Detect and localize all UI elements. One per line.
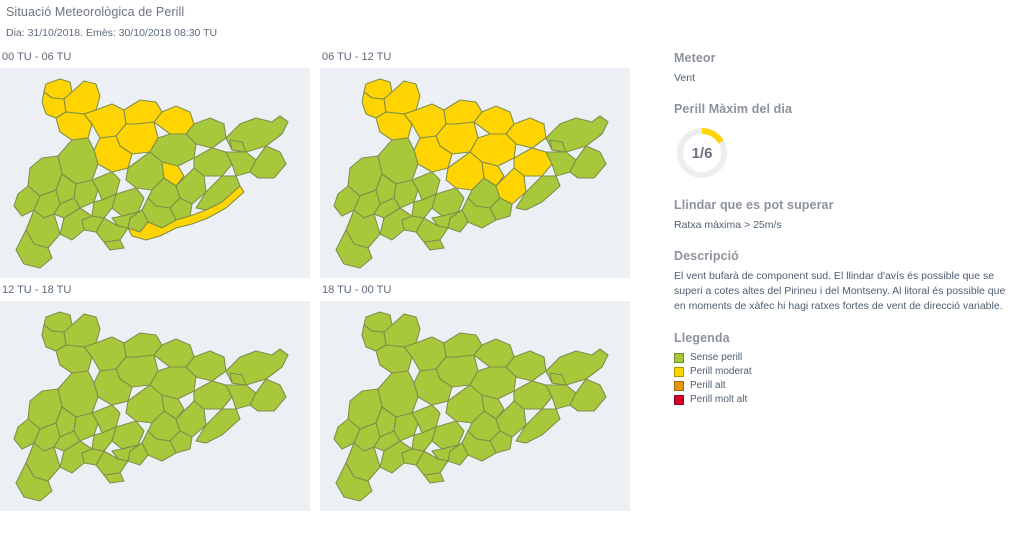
map-region-montsia: [336, 463, 372, 501]
map-region-maresme: [516, 409, 560, 443]
map-region-baix-emporda: [250, 379, 286, 411]
map-region-baix-penedes: [104, 473, 124, 483]
legend-swatch: [674, 353, 684, 363]
map-region-alt-penedes: [112, 210, 142, 228]
legend-row: Perill molt alt: [674, 394, 1014, 406]
threshold-block: Llindar que es pot superar Ratxa màxima …: [674, 197, 1014, 232]
meteor-heading: Meteor: [674, 51, 716, 65]
legend-row: Sense perill: [674, 352, 1014, 364]
map-region-maresme: [516, 176, 560, 210]
map-region-baix-penedes: [424, 473, 444, 483]
map-region-maresme: [196, 409, 240, 443]
map-canvas-18-00[interactable]: [320, 301, 630, 511]
map-region-terra-alta: [334, 186, 360, 216]
map-region-pla-estany: [230, 373, 246, 385]
map-region-terra-alta: [334, 419, 360, 449]
map-region-baix-emporda: [570, 379, 606, 411]
map-region-baix-penedes: [424, 240, 444, 250]
map-region-pla-estany: [550, 373, 566, 385]
map-region-baix-emporda: [250, 146, 286, 178]
legend-list: Sense perill Perill moderat Perill alt Peri…: [674, 352, 1014, 406]
threshold-heading: Llindar que es pot superar: [674, 198, 834, 212]
map-canvas-06-12[interactable]: [320, 68, 630, 278]
threshold-value: Ratxa màxima > 25m/s: [674, 219, 782, 231]
legend-label: Perill alt: [690, 380, 726, 391]
map-region-terra-alta: [14, 419, 40, 449]
map-panel-label: 18 TU - 00 TU: [322, 284, 392, 296]
map-panel-00-06: 00 TU - 06 TU: [0, 50, 310, 278]
legend-swatch: [674, 367, 684, 377]
page-title: Situació Meteorològica de Perill: [6, 5, 185, 19]
legend-label: Perill molt alt: [690, 394, 748, 405]
meteor-value: Vent: [674, 72, 696, 84]
catalonia-map-12-18: [0, 301, 310, 511]
map-region-baix-emporda: [570, 146, 606, 178]
meteor-block: Meteor Vent: [674, 50, 1014, 85]
legend-swatch: [674, 381, 684, 391]
map-region-montsia: [16, 230, 52, 268]
map-canvas-00-06[interactable]: [0, 68, 310, 278]
max-danger-heading: Perill Màxim del dia: [674, 102, 793, 116]
map-region-pla-estany: [230, 140, 246, 152]
description-text: El vent bufarà de component sud. El llin…: [674, 270, 1006, 312]
page-subtitle: Dia: 31/10/2018. Emès: 30/10/2018 08:30 …: [6, 27, 218, 39]
map-canvas-12-18[interactable]: [0, 301, 310, 511]
max-danger-value: 1/6: [691, 144, 713, 162]
legend-block: Llegenda Sense perill Perill moderat Peril…: [674, 330, 1014, 406]
gauge-ring-icon: [677, 128, 727, 178]
catalonia-map-06-12: [320, 68, 630, 278]
legend-row: Perill alt: [674, 380, 1014, 392]
legend-swatch: [674, 395, 684, 405]
map-panel-label: 12 TU - 18 TU: [2, 284, 72, 296]
map-region-alt-penedes: [112, 443, 142, 461]
map-region-montsia: [16, 463, 52, 501]
map-region-baix-penedes: [104, 240, 124, 250]
map-panel-label: 06 TU - 12 TU: [322, 51, 392, 63]
map-region-alt-penedes: [432, 210, 462, 228]
map-region-montsia: [336, 230, 372, 268]
legend-heading: Llegenda: [674, 331, 730, 345]
danger-gauge: 1/6: [674, 125, 730, 181]
map-panel-06-12: 06 TU - 12 TU: [320, 50, 630, 278]
info-panel: Meteor Vent Perill Màxim del dia 1/6 Lli…: [674, 50, 1014, 422]
max-danger-block: Perill Màxim del dia 1/6: [674, 101, 1014, 181]
map-region-terra-alta: [14, 186, 40, 216]
page-header: Situació Meteorològica de Perill Dia: 31…: [6, 4, 666, 40]
legend-label: Perill moderat: [690, 366, 752, 377]
map-panel-18-00: 18 TU - 00 TU: [320, 283, 630, 511]
map-region-coastal-strip: [128, 186, 244, 240]
map-region-pla-estany: [550, 140, 566, 152]
map-panel-12-18: 12 TU - 18 TU: [0, 283, 310, 511]
catalonia-map-18-00: [320, 301, 630, 511]
catalonia-map-00-06: [0, 68, 310, 278]
description-block: Descripció El vent bufarà de component s…: [674, 248, 1014, 314]
map-panel-label: 00 TU - 06 TU: [2, 51, 72, 63]
legend-row: Perill moderat: [674, 366, 1014, 378]
map-region-alt-penedes: [432, 443, 462, 461]
legend-label: Sense perill: [690, 352, 743, 363]
description-heading: Descripció: [674, 249, 739, 263]
